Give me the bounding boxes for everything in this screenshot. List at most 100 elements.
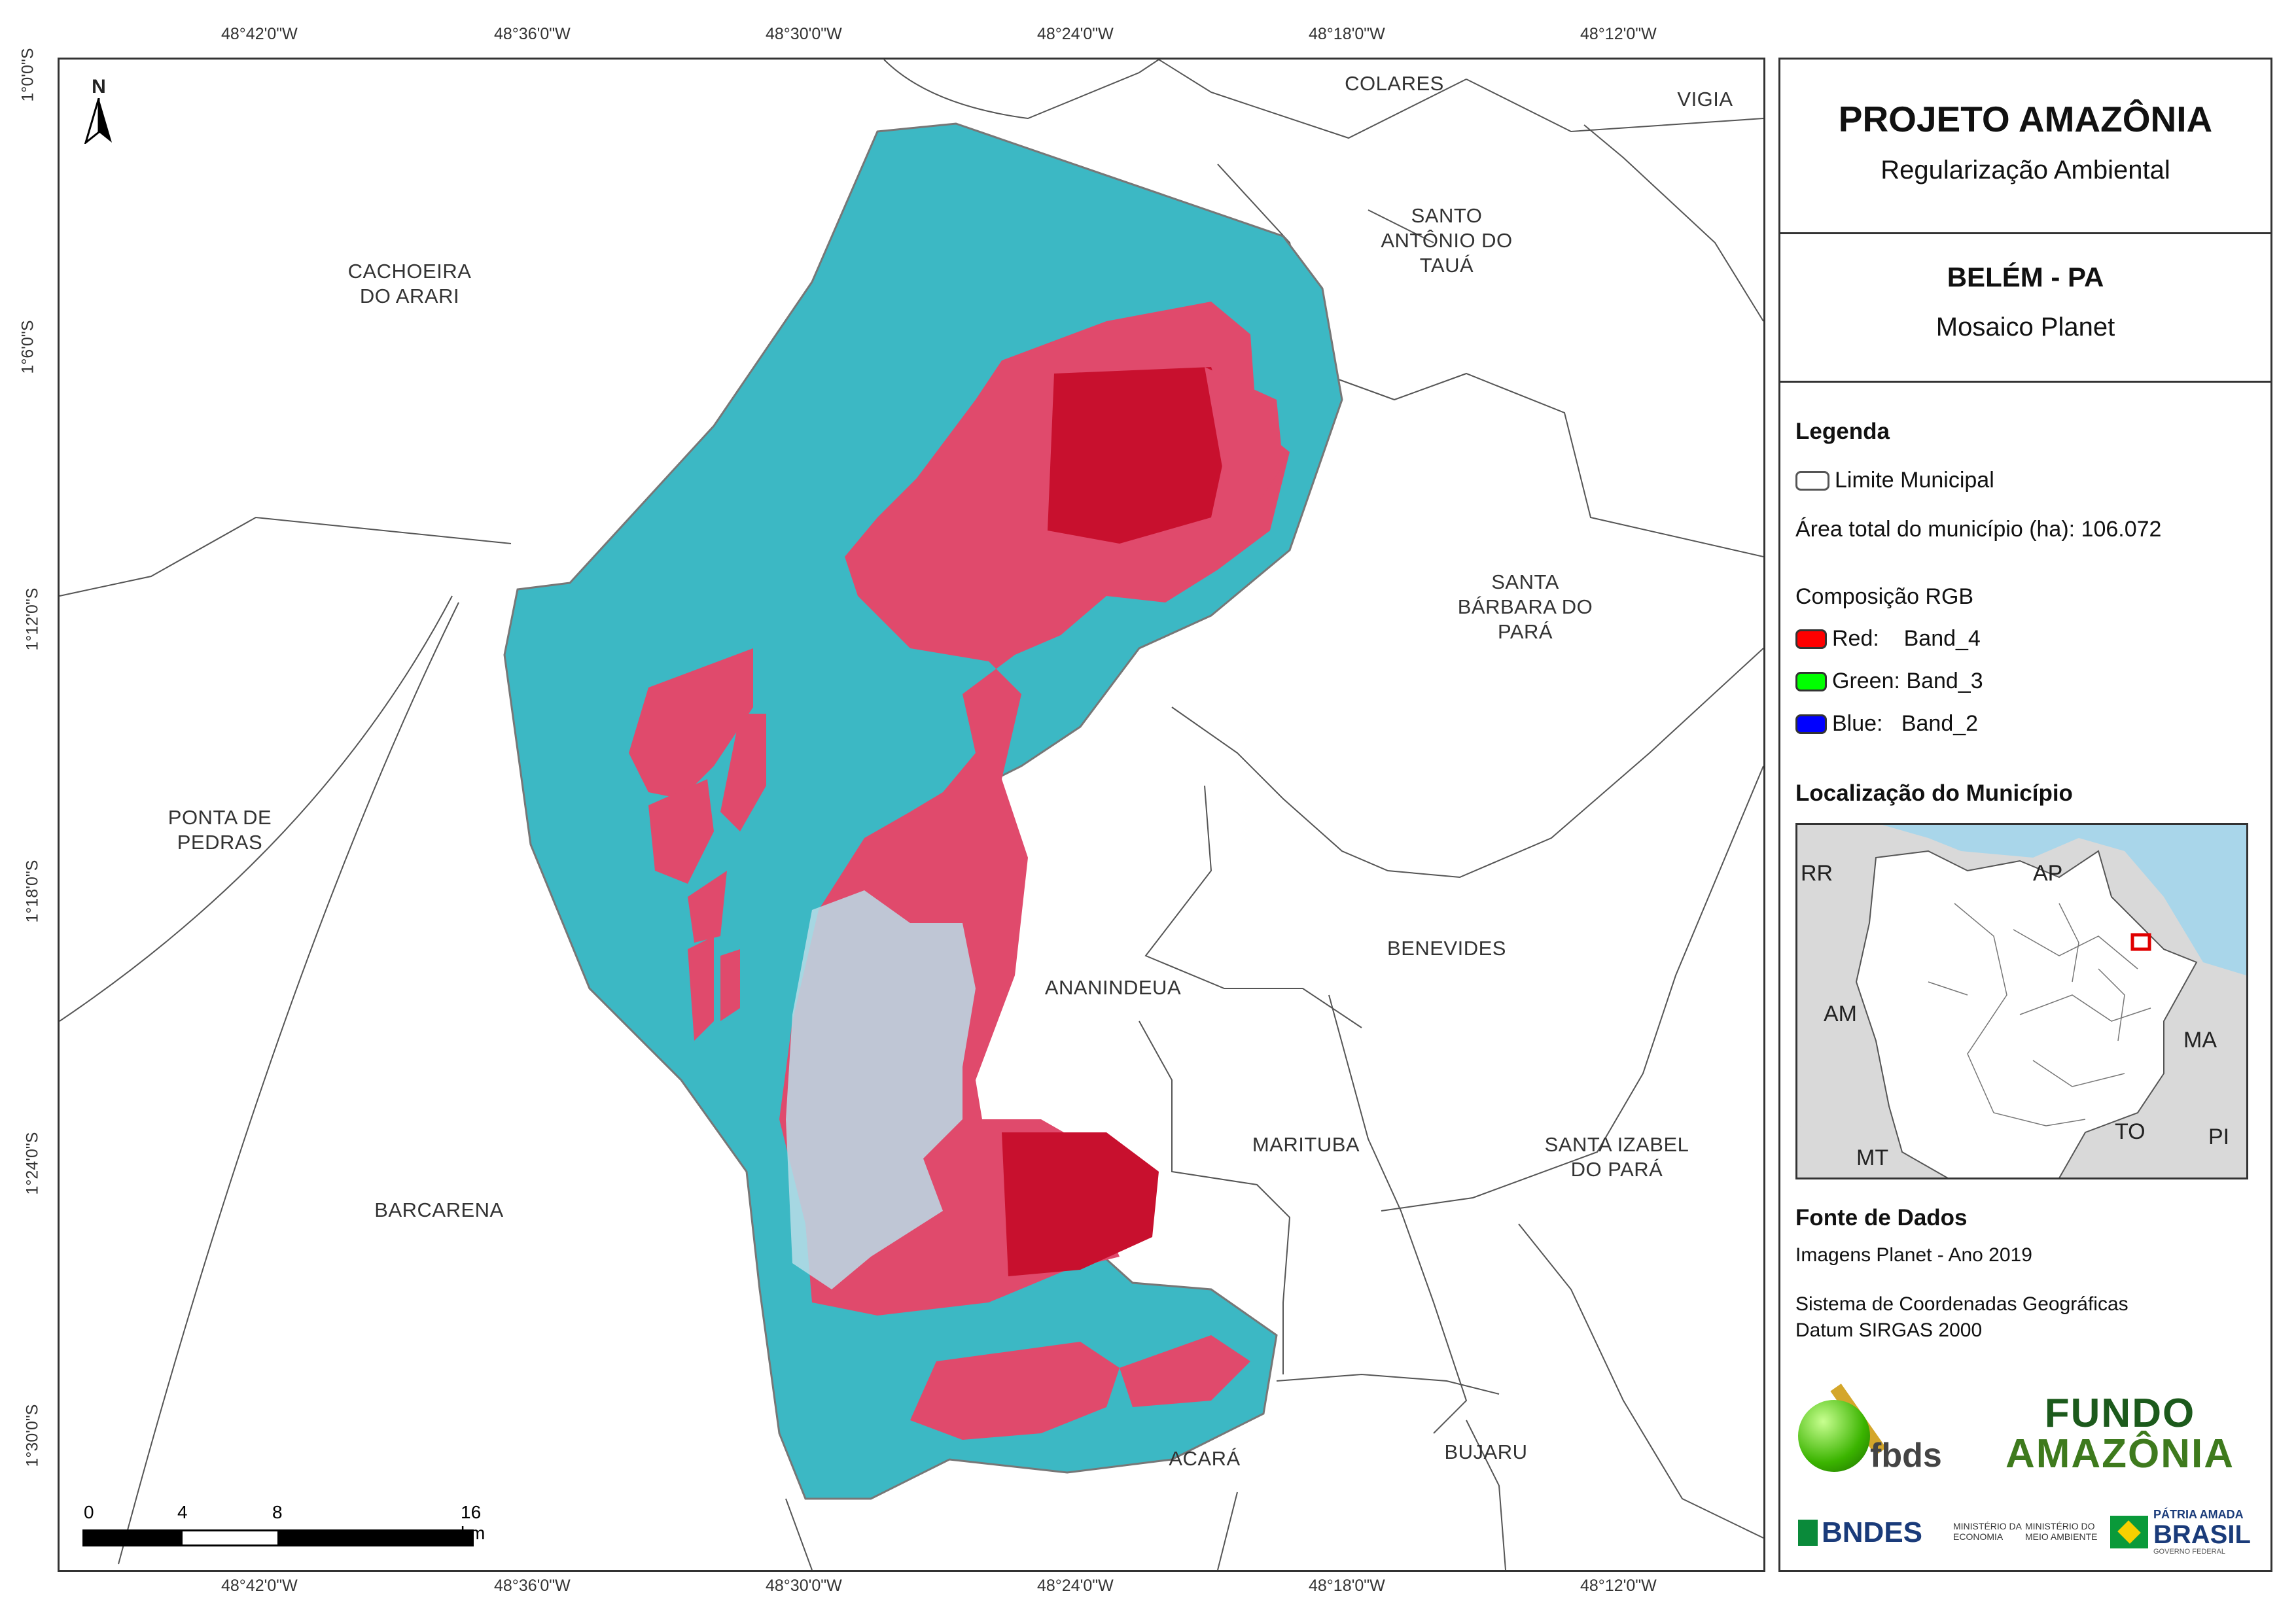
inset-label-to: TO bbox=[2115, 1119, 2146, 1144]
map-frame: N COLARES VIGIA SANTO ANTÔNIO DO TAUÁ CA… bbox=[58, 58, 1765, 1572]
inset-label-mt: MT bbox=[1856, 1145, 1889, 1170]
left-tick-5: 1°24'0"S bbox=[23, 1132, 42, 1195]
label-santa-barbara: SANTA BÁRBARA DO PARÁ bbox=[1457, 570, 1593, 643]
fbds-sphere-icon bbox=[1798, 1400, 1870, 1472]
scale-label-4: 4 bbox=[177, 1502, 188, 1522]
ministerio-economia-logo: MINISTÉRIO DA ECONOMIA bbox=[1953, 1521, 2022, 1542]
rgb-green-row: Green: Band_3 bbox=[1795, 669, 1983, 694]
scale-segment-1 bbox=[82, 1529, 181, 1546]
top-tick-1: 48°42'0"W bbox=[221, 25, 298, 43]
inset-label-ap: AP bbox=[2033, 861, 2063, 886]
area-label: Área total do município (ha): 106.072 bbox=[1795, 517, 2162, 542]
label-santa-izabel: SANTA IZABEL DO PARÁ bbox=[1544, 1133, 1689, 1181]
fundo-text: FUNDO bbox=[2044, 1391, 2196, 1436]
blue-swatch bbox=[1795, 714, 1827, 734]
north-arrow: N bbox=[79, 76, 118, 148]
patria-brasil-logo: PÁTRIA AMADA BRASIL GOVERNO FEDERAL bbox=[2110, 1508, 2251, 1556]
source-line-1: Imagens Planet - Ano 2019 bbox=[1795, 1244, 2032, 1266]
top-tick-2: 48°36'0"W bbox=[494, 25, 571, 43]
scale-label-8: 8 bbox=[272, 1502, 283, 1522]
source-heading: Fonte de Dados bbox=[1795, 1205, 1968, 1230]
bottom-tick-2: 48°36'0"W bbox=[494, 1577, 571, 1595]
label-marituba: MARITUBA bbox=[1252, 1133, 1360, 1156]
label-acara: ACARÁ bbox=[1169, 1447, 1241, 1470]
panel-subtitle: Regularização Ambiental bbox=[1881, 156, 2170, 184]
inset-label-am: AM bbox=[1824, 1002, 1857, 1026]
rgb-heading: Composição RGB bbox=[1795, 584, 1974, 609]
inset-label-ma: MA bbox=[2183, 1028, 2217, 1053]
rgb-red-label: Red: Band_4 bbox=[1832, 626, 1981, 651]
label-cachoeira: CACHOEIRA DO ARARI bbox=[347, 260, 472, 307]
patria-text: PÁTRIA AMADA bbox=[2153, 1508, 2244, 1521]
map-canvas[interactable] bbox=[60, 60, 1763, 1570]
rgb-blue-row: Blue: Band_2 bbox=[1795, 711, 1978, 737]
label-benevides: BENEVIDES bbox=[1387, 937, 1506, 960]
top-tick-3: 48°30'0"W bbox=[766, 25, 842, 43]
legend-limit-label: Limite Municipal bbox=[1835, 468, 1994, 493]
fundo-amazonia-logo: FUNDO AMAZÔNIA bbox=[1983, 1393, 2257, 1475]
inset-map-canvas bbox=[1797, 825, 2246, 1178]
red-swatch bbox=[1795, 629, 1827, 649]
top-tick-6: 48°12'0"W bbox=[1580, 25, 1657, 43]
ministerio-meio-ambiente-logo: MINISTÉRIO DO MEIO AMBIENTE bbox=[2025, 1521, 2098, 1542]
bottom-tick-6: 48°12'0"W bbox=[1580, 1577, 1657, 1595]
belem-dense-veg bbox=[1048, 367, 1231, 544]
bottom-tick-4: 48°24'0"W bbox=[1037, 1577, 1114, 1595]
gov-text: GOVERNO FEDERAL bbox=[2153, 1548, 2226, 1556]
left-tick-1: 1°0'0"S bbox=[18, 48, 37, 102]
top-tick-5: 48°18'0"W bbox=[1309, 25, 1385, 43]
inset-label-rr: RR bbox=[1801, 861, 1833, 886]
limit-swatch bbox=[1795, 470, 1829, 491]
green-swatch bbox=[1795, 671, 1827, 691]
bottom-tick-1: 48°42'0"W bbox=[221, 1577, 298, 1595]
inset-map[interactable]: RR AP AM MA TO MT PI bbox=[1795, 823, 2248, 1179]
brazil-flag-icon bbox=[2110, 1515, 2148, 1548]
place-box bbox=[1778, 232, 2272, 383]
inset-label-pi: PI bbox=[2208, 1125, 2230, 1149]
location-heading: Localização do Município bbox=[1795, 780, 2073, 806]
bndes-logo: BNDES bbox=[1798, 1516, 1922, 1549]
left-tick-6: 1°30'0"S bbox=[23, 1404, 42, 1467]
label-santo-antonio: SANTO ANTÔNIO DO TAUÁ bbox=[1381, 204, 1513, 277]
left-tick-4: 1°18'0"S bbox=[23, 860, 42, 923]
source-line-3: Datum SIRGAS 2000 bbox=[1795, 1319, 1983, 1341]
left-tick-2: 1°6'0"S bbox=[18, 320, 37, 374]
legend-heading: Legenda bbox=[1795, 419, 1890, 444]
fbds-text: fbds bbox=[1870, 1437, 1942, 1475]
scale-segment-2 bbox=[181, 1529, 280, 1546]
bottom-tick-3: 48°30'0"W bbox=[766, 1577, 842, 1595]
bndes-icon bbox=[1798, 1520, 1818, 1546]
rgb-heading-row: Composição RGB bbox=[1795, 584, 1973, 610]
scale-label-0: 0 bbox=[84, 1502, 94, 1522]
source-line-2: Sistema de Coordenadas Geográficas bbox=[1795, 1293, 2128, 1315]
left-tick-3: 1°12'0"S bbox=[23, 587, 42, 651]
islands bbox=[629, 367, 1283, 1440]
north-label: N bbox=[92, 76, 106, 97]
panel-mosaic: Mosaico Planet bbox=[1935, 313, 2115, 341]
belem-south-veg bbox=[1002, 1132, 1159, 1276]
panel-place: BELÉM - PA bbox=[1947, 262, 2104, 292]
scale-bar: 0 4 8 16 km bbox=[82, 1502, 501, 1554]
bottom-tick-5: 48°18'0"W bbox=[1309, 1577, 1385, 1595]
panel-title: PROJETO AMAZÔNIA bbox=[1838, 99, 2213, 139]
legend-limit-row: Limite Municipal bbox=[1795, 468, 1994, 493]
top-tick-4: 48°24'0"W bbox=[1037, 25, 1114, 43]
title-box bbox=[1778, 58, 2272, 234]
north-arrow-icon bbox=[84, 97, 112, 146]
scale-segment-3 bbox=[277, 1529, 474, 1546]
label-bujaru: BUJARU bbox=[1444, 1440, 1528, 1463]
belem-urban-light bbox=[786, 890, 976, 1289]
label-colares: COLARES bbox=[1345, 72, 1444, 95]
rgb-green-label: Green: Band_3 bbox=[1832, 669, 1983, 693]
rgb-blue-label: Blue: Band_2 bbox=[1832, 711, 1979, 736]
fbds-logo: fbds bbox=[1798, 1374, 1962, 1478]
municipal-boundaries bbox=[60, 60, 1763, 1570]
area-row: Área total do município (ha): 106.072 bbox=[1795, 517, 2161, 542]
label-ponta-pedras: PONTA DE PEDRAS bbox=[168, 806, 272, 854]
label-barcarena: BARCARENA bbox=[374, 1198, 504, 1221]
label-ananindeua: ANANINDEUA bbox=[1044, 976, 1182, 999]
brasil-text: BRASIL bbox=[2153, 1520, 2251, 1549]
amazonia-text: AMAZÔNIA bbox=[2005, 1431, 2235, 1476]
label-vigia: VIGIA bbox=[1677, 88, 1733, 111]
bndes-text: BNDES bbox=[1822, 1516, 1923, 1548]
